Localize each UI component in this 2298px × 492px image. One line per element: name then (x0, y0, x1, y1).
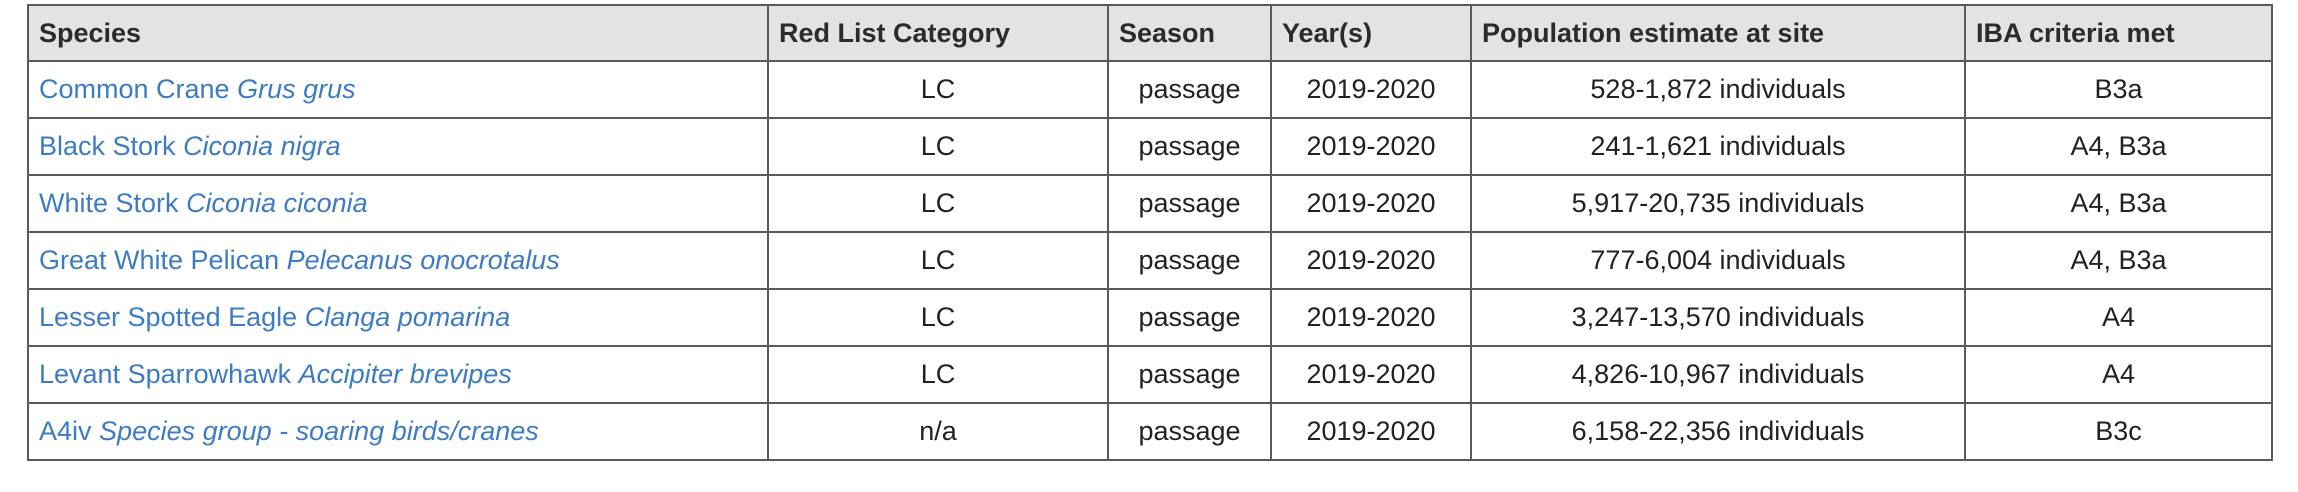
species-link[interactable]: White Stork Ciconia ciconia (39, 188, 368, 218)
years-cell: 2019-2020 (1270, 231, 1472, 290)
season-cell: passage (1107, 345, 1272, 404)
population-cell: 528-1,872 individuals (1470, 60, 1966, 119)
species-cell: Lesser Spotted Eagle Clanga pomarina (27, 288, 769, 347)
header-population-estimate: Population estimate at site (1470, 4, 1966, 62)
header-iba-criteria: IBA criteria met (1964, 4, 2273, 62)
years-cell: 2019-2020 (1270, 60, 1472, 119)
years-cell: 2019-2020 (1270, 402, 1472, 461)
table-header-row: Species Red List Category Season Year(s)… (27, 4, 2273, 62)
years-cell: 2019-2020 (1270, 174, 1472, 233)
criteria-cell: A4 (1964, 345, 2273, 404)
species-link[interactable]: Great White Pelican Pelecanus onocrotalu… (39, 245, 560, 275)
header-species: Species (27, 4, 769, 62)
red-list-cell: LC (767, 60, 1109, 119)
population-cell: 3,247-13,570 individuals (1470, 288, 1966, 347)
table-row: Levant Sparrowhawk Accipiter brevipes LC… (27, 345, 2273, 404)
population-cell: 4,826-10,967 individuals (1470, 345, 1966, 404)
table-row: A4iv Species group - soaring birds/crane… (27, 402, 2273, 461)
season-cell: passage (1107, 288, 1272, 347)
red-list-cell: LC (767, 174, 1109, 233)
red-list-cell: LC (767, 117, 1109, 176)
species-cell: Levant Sparrowhawk Accipiter brevipes (27, 345, 769, 404)
years-cell: 2019-2020 (1270, 288, 1472, 347)
species-link[interactable]: Common Crane Grus grus (39, 74, 356, 104)
population-cell: 6,158-22,356 individuals (1470, 402, 1966, 461)
population-cell: 241-1,621 individuals (1470, 117, 1966, 176)
criteria-cell: A4, B3a (1964, 174, 2273, 233)
criteria-cell: B3c (1964, 402, 2273, 461)
species-link[interactable]: Black Stork Ciconia nigra (39, 131, 341, 161)
header-years: Year(s) (1270, 4, 1472, 62)
header-red-list-category: Red List Category (767, 4, 1109, 62)
table-row: Lesser Spotted Eagle Clanga pomarina LC … (27, 288, 2273, 347)
season-cell: passage (1107, 117, 1272, 176)
criteria-cell: A4, B3a (1964, 117, 2273, 176)
header-season: Season (1107, 4, 1272, 62)
season-cell: passage (1107, 60, 1272, 119)
table-row: Great White Pelican Pelecanus onocrotalu… (27, 231, 2273, 290)
red-list-cell: LC (767, 231, 1109, 290)
red-list-cell: n/a (767, 402, 1109, 461)
season-cell: passage (1107, 231, 1272, 290)
population-cell: 5,917-20,735 individuals (1470, 174, 1966, 233)
table-row: Common Crane Grus grus LC passage 2019-2… (27, 60, 2273, 119)
species-table-container: Species Red List Category Season Year(s)… (27, 4, 2273, 461)
species-cell: Great White Pelican Pelecanus onocrotalu… (27, 231, 769, 290)
table-row: White Stork Ciconia ciconia LC passage 2… (27, 174, 2273, 233)
red-list-cell: LC (767, 345, 1109, 404)
criteria-cell: A4 (1964, 288, 2273, 347)
species-table: Species Red List Category Season Year(s)… (27, 4, 2273, 461)
species-cell: Common Crane Grus grus (27, 60, 769, 119)
years-cell: 2019-2020 (1270, 117, 1472, 176)
season-cell: passage (1107, 402, 1272, 461)
species-cell: A4iv Species group - soaring birds/crane… (27, 402, 769, 461)
population-cell: 777-6,004 individuals (1470, 231, 1966, 290)
years-cell: 2019-2020 (1270, 345, 1472, 404)
species-link[interactable]: Lesser Spotted Eagle Clanga pomarina (39, 302, 511, 332)
species-cell: Black Stork Ciconia nigra (27, 117, 769, 176)
species-link[interactable]: A4iv Species group - soaring birds/crane… (39, 416, 539, 446)
criteria-cell: A4, B3a (1964, 231, 2273, 290)
species-cell: White Stork Ciconia ciconia (27, 174, 769, 233)
season-cell: passage (1107, 174, 1272, 233)
table-row: Black Stork Ciconia nigra LC passage 201… (27, 117, 2273, 176)
red-list-cell: LC (767, 288, 1109, 347)
criteria-cell: B3a (1964, 60, 2273, 119)
species-link[interactable]: Levant Sparrowhawk Accipiter brevipes (39, 359, 512, 389)
